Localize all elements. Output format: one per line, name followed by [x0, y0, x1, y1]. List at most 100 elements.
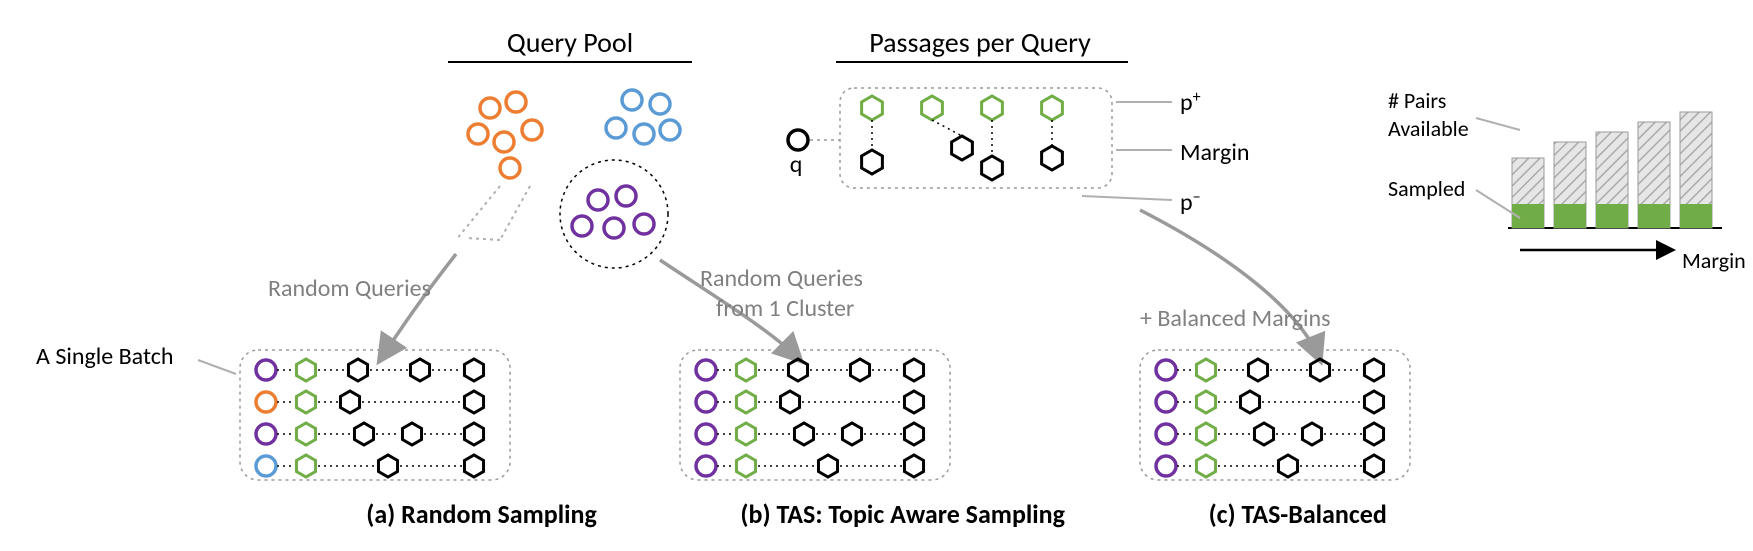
batch-neg-hex: [1248, 359, 1267, 381]
query-pool-ring: [588, 190, 608, 210]
pos-hex: [922, 96, 943, 120]
margin-label: Margin: [1180, 138, 1249, 167]
bar-sampled: [1638, 204, 1670, 228]
batch-neg-hex: [1302, 423, 1321, 445]
bar-sampled: [1554, 204, 1586, 228]
query-pool-ring: [634, 214, 654, 234]
query-pool-ring: [650, 94, 670, 114]
batch-q-ring: [696, 360, 716, 380]
neg-hex: [982, 156, 1003, 180]
pairs-barchart: [1508, 112, 1722, 228]
batch-neg-hex: [354, 423, 373, 445]
batch-q-ring: [1156, 360, 1176, 380]
batch-q-ring: [256, 424, 276, 444]
batch-neg-hex: [788, 359, 807, 381]
random-queries-label: Random Queries: [268, 274, 431, 303]
batch-pos-hex: [1196, 359, 1215, 381]
batch-neg-hex: [464, 391, 483, 413]
sampled-label: Sampled: [1388, 175, 1465, 202]
batch-pos-hex: [296, 359, 315, 381]
batch-neg-hex: [904, 423, 923, 445]
batch-pos-hex: [736, 423, 755, 445]
batch-neg-hex: [780, 391, 799, 413]
batch-q-ring: [696, 392, 716, 412]
pos-hex: [862, 96, 883, 120]
purple-cluster-circle: [560, 160, 668, 268]
neg-hex: [862, 150, 883, 174]
passages-group: [788, 88, 1112, 188]
batch-q-ring: [256, 360, 276, 380]
caption-a: (a) Random Sampling: [366, 498, 597, 530]
passages-header-text: Passages per Query: [869, 25, 1091, 60]
batch-q-ring: [696, 424, 716, 444]
batch-neg-hex: [1364, 455, 1383, 477]
batch-neg-hex: [842, 423, 861, 445]
batch-pos-hex: [296, 455, 315, 477]
single-batch-leader: [198, 360, 236, 374]
batch-q-ring: [256, 392, 276, 412]
query-pool-ring: [506, 92, 526, 112]
batch-pos-hex: [296, 423, 315, 445]
arrow-to-batch-a: [380, 254, 456, 360]
query-pool-header-text: Query Pool: [507, 25, 633, 60]
batch-neg-hex: [348, 359, 367, 381]
passages-header: Passages per Query: [836, 25, 1128, 62]
query-pool-ring: [604, 218, 624, 238]
pos-hex: [1042, 96, 1063, 120]
query-pool-group: [468, 90, 680, 268]
bar-sampled: [1680, 204, 1712, 228]
query-pool-ring: [616, 186, 636, 206]
batch-box: [680, 350, 950, 480]
pairs-available-l1: # Pairs: [1388, 87, 1446, 114]
balanced-margins-label: + Balanced Margins: [1140, 304, 1331, 333]
query-pool-ring: [660, 120, 680, 140]
bar-sampled: [1596, 204, 1628, 228]
neg-hex: [1042, 146, 1063, 170]
batch-box: [240, 350, 510, 480]
caption-c: (c) TAS-Balanced: [1209, 498, 1387, 530]
pos-hex: [982, 96, 1003, 120]
random-cluster-l1: Random Queries: [700, 264, 863, 293]
caption-b: (b) TAS: Topic Aware Sampling: [740, 498, 1065, 530]
batch-neg-hex: [904, 391, 923, 413]
query-pool-ring: [522, 120, 542, 140]
query-pool-ring: [500, 158, 520, 178]
query-pool-ring: [606, 118, 626, 138]
p-plus-label: p+: [1180, 88, 1201, 117]
caption-row: (a) Random Sampling (b) TAS: Topic Aware…: [0, 498, 1753, 530]
batch-neg-hex: [904, 455, 923, 477]
query-pool-ring: [622, 90, 642, 110]
query-pool-ring: [468, 124, 488, 144]
random-cluster-l2: from 1 Cluster: [716, 294, 854, 323]
batch-q-ring: [696, 456, 716, 476]
query-pool-ring: [480, 98, 500, 118]
batch-neg-hex: [1254, 423, 1273, 445]
batch-neg-hex: [340, 391, 359, 413]
batch-pos-hex: [1196, 423, 1215, 445]
passages-box: [840, 88, 1112, 188]
batch-neg-hex: [402, 423, 421, 445]
margin-line: [932, 120, 962, 136]
query-pool-ring: [494, 132, 514, 152]
batch-boxes-group: [240, 350, 1410, 480]
batch-q-ring: [1156, 424, 1176, 444]
batch-neg-hex: [1364, 359, 1383, 381]
q-label: q: [790, 150, 803, 179]
batch-pos-hex: [1196, 391, 1215, 413]
barchart-xlabel: Margin: [1682, 247, 1746, 274]
single-batch-label: A Single Batch: [36, 342, 173, 371]
batch-q-ring: [1156, 456, 1176, 476]
diagram-canvas: Query Pool Passages per Query q p+ p− Ma…: [0, 0, 1753, 551]
batch-neg-hex: [1278, 455, 1297, 477]
batch-neg-hex: [1310, 359, 1329, 381]
batch-neg-hex: [464, 359, 483, 381]
batch-neg-hex: [1364, 423, 1383, 445]
query-pool-ring: [572, 216, 592, 236]
batch-pos-hex: [736, 455, 755, 477]
p-minus-label: p−: [1180, 188, 1201, 217]
arrow-to-batch-c: [1140, 210, 1320, 360]
batch-neg-hex: [1364, 391, 1383, 413]
query-pool-ring: [634, 124, 654, 144]
batch-q-ring: [1156, 392, 1176, 412]
passage-labels: q p+ p− Margin: [790, 88, 1250, 217]
